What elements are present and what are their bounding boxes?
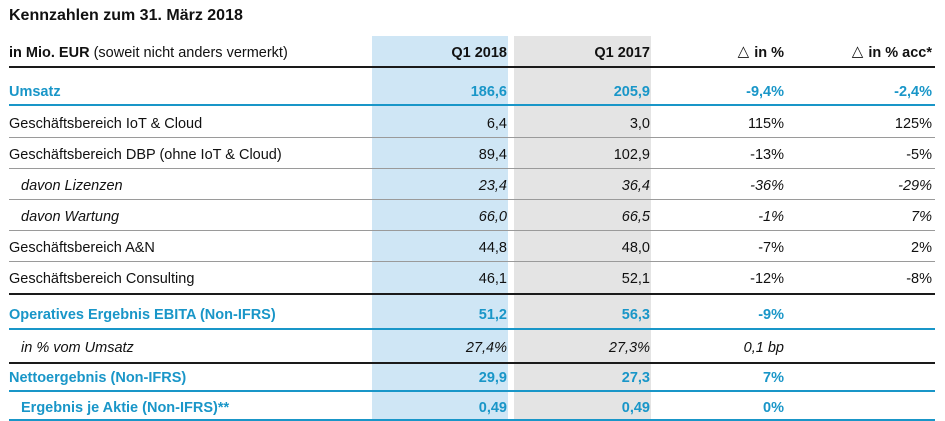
- table-row: Geschäftsbereich Consulting 46,1 52,1 -1…: [9, 267, 935, 291]
- cell-delta-acc: [799, 366, 932, 390]
- row-divider: [9, 104, 935, 106]
- cell-q1-2017: 36,4: [621, 178, 650, 194]
- cell-delta-percent: -13%: [750, 147, 784, 163]
- cell-delta-acc: [799, 303, 932, 327]
- table-row: davon Lizenzen 23,4 36,4 -36% -29%: [9, 174, 935, 198]
- table-row-umsatz: Umsatz 186,6 205,9 -9,4% -2,4%: [9, 80, 935, 104]
- cell-delta-percent: 115%: [747, 116, 784, 132]
- cell-delta-percent: 0,1 bp: [743, 340, 784, 356]
- cell-q1-2018: 89,4: [478, 147, 507, 163]
- table-row: davon Wartung 66,0 66,5 -1% 7%: [9, 205, 935, 229]
- cell-q1-2018: 51,2: [478, 307, 507, 323]
- table-row-eps: Ergebnis je Aktie (Non-IFRS)** 0,49 0,49…: [9, 396, 935, 420]
- cell-q1-2018: 27,4%: [465, 340, 507, 356]
- row-label: davon Wartung: [21, 209, 120, 225]
- cell-q1-2018: 0,49: [478, 400, 507, 416]
- page-title: Kennzahlen zum 31. März 2018: [9, 7, 243, 24]
- cell-q1-2017: 56,3: [621, 307, 650, 323]
- cell-delta-percent: -9%: [758, 307, 784, 323]
- header-unit-note: (soweit nicht anders vermerkt): [93, 45, 288, 61]
- cell-q1-2017: 27,3%: [608, 340, 650, 356]
- header-q1-2017: Q1 2017: [594, 45, 650, 61]
- cell-q1-2017: 205,9: [613, 84, 650, 100]
- header-delta-acc-label: in % acc*: [868, 45, 932, 61]
- delta-triangle-icon: △: [851, 43, 864, 60]
- table-header-row: in Mio. EUR (soweit nicht anders vermerk…: [9, 41, 935, 65]
- cell-delta-acc: [799, 396, 932, 420]
- cell-delta-acc: 125%: [894, 116, 932, 132]
- cell-delta-acc: -5%: [906, 147, 932, 163]
- row-divider: [9, 419, 935, 421]
- row-divider: [9, 199, 935, 200]
- cell-q1-2018: 23,4: [478, 178, 507, 194]
- row-label: Umsatz: [9, 84, 61, 100]
- row-label: in % vom Umsatz: [21, 340, 134, 356]
- row-divider: [9, 230, 935, 231]
- cell-q1-2017: 0,49: [621, 400, 650, 416]
- cell-delta-percent: -1%: [758, 209, 784, 225]
- row-label: Geschäftsbereich Consulting: [9, 271, 195, 287]
- header-unit-label: in Mio. EUR (soweit nicht anders vermerk…: [9, 41, 369, 65]
- cell-delta-percent: 0%: [763, 400, 784, 416]
- cell-q1-2017: 52,1: [621, 271, 650, 287]
- table-row: Geschäftsbereich IoT & Cloud 6,4 3,0 115…: [9, 112, 935, 136]
- row-label: Geschäftsbereich DBP (ohne IoT & Cloud): [9, 147, 282, 163]
- cell-q1-2018: 186,6: [470, 84, 507, 100]
- cell-delta-acc: 2%: [911, 240, 932, 256]
- cell-q1-2018: 6,4: [486, 116, 507, 132]
- header-delta-percent: △ in %: [659, 41, 784, 65]
- row-divider: [9, 390, 935, 392]
- q1-2018-column-shading: [372, 36, 508, 421]
- row-label: Nettoergebnis (Non-IFRS): [9, 370, 187, 386]
- cell-delta-percent: -9,4%: [746, 84, 784, 100]
- table-row: Geschäftsbereich DBP (ohne IoT & Cloud) …: [9, 143, 935, 167]
- row-divider: [9, 137, 935, 138]
- row-label: Ergebnis je Aktie (Non-IFRS)**: [21, 400, 230, 416]
- cell-delta-percent: 7%: [763, 370, 784, 386]
- cell-q1-2018: 44,8: [478, 240, 507, 256]
- cell-q1-2017: 48,0: [621, 240, 650, 256]
- cell-delta-acc: -8%: [906, 271, 932, 287]
- row-divider: [9, 328, 935, 330]
- cell-q1-2017: 66,5: [621, 209, 650, 225]
- cell-q1-2017: 27,3: [621, 370, 650, 386]
- cell-delta-percent: -36%: [750, 178, 784, 194]
- row-label: davon Lizenzen: [21, 178, 123, 194]
- row-label: Geschäftsbereich A&N: [9, 240, 155, 256]
- row-label: Geschäftsbereich IoT & Cloud: [9, 116, 203, 132]
- cell-delta-acc: -2,4%: [894, 84, 932, 100]
- header-unit-bold: in Mio. EUR: [9, 45, 90, 61]
- q1-2017-column-shading: [514, 36, 651, 421]
- delta-triangle-icon: △: [737, 43, 750, 60]
- cell-delta-acc: 7%: [911, 209, 932, 225]
- cell-q1-2018: 66,0: [478, 209, 507, 225]
- header-q1-2018: Q1 2018: [451, 45, 507, 61]
- header-delta-acc: △ in % acc*: [799, 41, 932, 65]
- cell-delta-acc: [799, 336, 932, 360]
- row-divider: [9, 261, 935, 262]
- cell-q1-2018: 29,9: [478, 370, 507, 386]
- header-divider: [9, 66, 935, 68]
- cell-delta-percent: -12%: [750, 271, 784, 287]
- table-row: Geschäftsbereich A&N 44,8 48,0 -7% 2%: [9, 236, 935, 260]
- cell-delta-acc: -29%: [898, 178, 932, 194]
- cell-q1-2017: 3,0: [629, 116, 650, 132]
- table-row: in % vom Umsatz 27,4% 27,3% 0,1 bp: [9, 336, 935, 360]
- row-label: Operatives Ergebnis EBITA (Non-IFRS): [9, 307, 276, 323]
- cell-q1-2018: 46,1: [478, 271, 507, 287]
- section-divider: [9, 293, 935, 295]
- header-delta-percent-label: in %: [754, 45, 784, 61]
- section-divider: [9, 362, 935, 364]
- row-divider: [9, 168, 935, 169]
- table-row-net-income: Nettoergebnis (Non-IFRS) 29,9 27,3 7%: [9, 366, 935, 390]
- cell-delta-percent: -7%: [758, 240, 784, 256]
- cell-q1-2017: 102,9: [613, 147, 650, 163]
- table-row-ebita: Operatives Ergebnis EBITA (Non-IFRS) 51,…: [9, 303, 935, 327]
